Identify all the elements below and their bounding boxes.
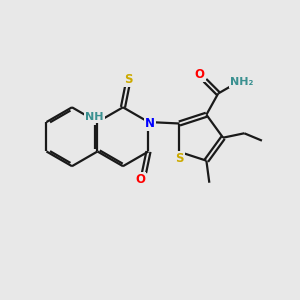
Text: N: N: [145, 117, 155, 130]
Text: O: O: [195, 68, 205, 82]
Text: S: S: [124, 73, 133, 86]
Text: O: O: [136, 172, 146, 186]
Text: S: S: [175, 152, 184, 165]
Text: NH₂: NH₂: [230, 77, 253, 87]
Text: NH: NH: [85, 112, 104, 122]
